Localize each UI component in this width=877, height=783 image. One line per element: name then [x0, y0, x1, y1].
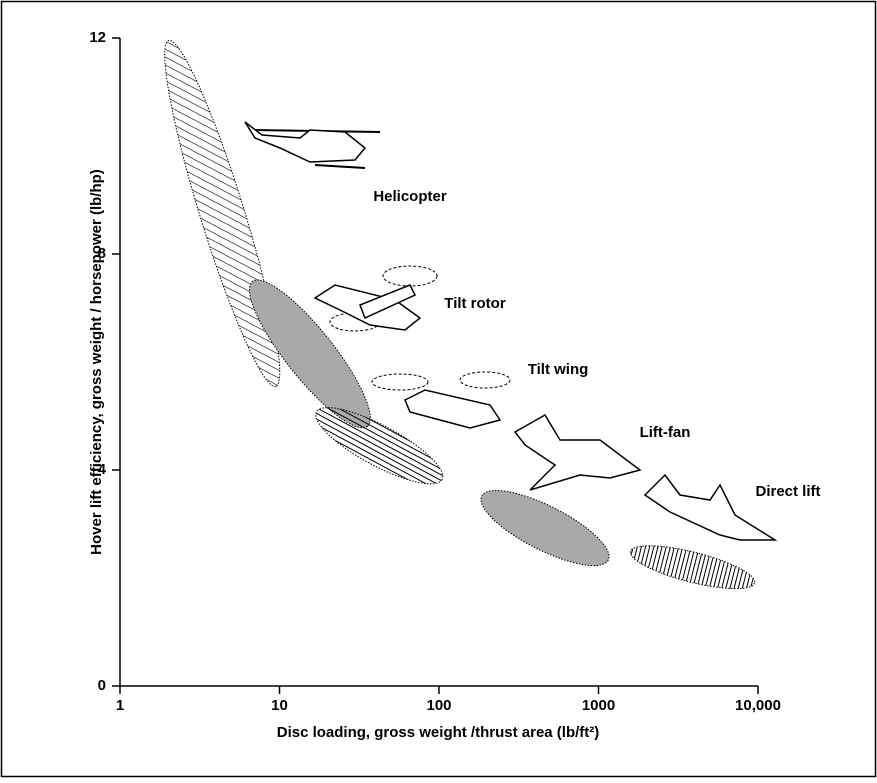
y-tick-label: 12: [89, 29, 106, 46]
region-label: Helicopter: [373, 188, 447, 205]
tilt-wing-illustration: [371, 371, 511, 429]
y-tick-label: 8: [98, 245, 106, 262]
x-tick-label: 10: [271, 697, 288, 714]
lift-fan-illustration: [513, 413, 642, 491]
region: [480, 490, 610, 567]
x-tick-label: 1000: [582, 697, 615, 714]
y-tick-label: 0: [98, 677, 106, 694]
x-tick-label: 1: [116, 697, 124, 714]
region-label: Direct lift: [755, 483, 820, 500]
region: [629, 545, 756, 590]
helicopter-illustration: [244, 121, 381, 169]
region-label: Tilt wing: [528, 361, 589, 378]
x-tick-label: 10,000: [735, 697, 781, 714]
x-axis-label: Disc loading, gross weight /thrust area …: [277, 724, 600, 741]
direct-lift-illustration: [643, 473, 778, 541]
region: [164, 39, 281, 388]
region-label: Tilt rotor: [444, 295, 506, 312]
region: [315, 407, 444, 485]
tilt-rotor-illustration: [313, 265, 438, 332]
x-tick-label: 100: [426, 697, 451, 714]
y-tick-label: 4: [98, 461, 107, 478]
y-axis-label: Hover lift efficiency, gross weight / ho…: [88, 169, 105, 555]
region-label: Lift-fan: [640, 424, 691, 441]
